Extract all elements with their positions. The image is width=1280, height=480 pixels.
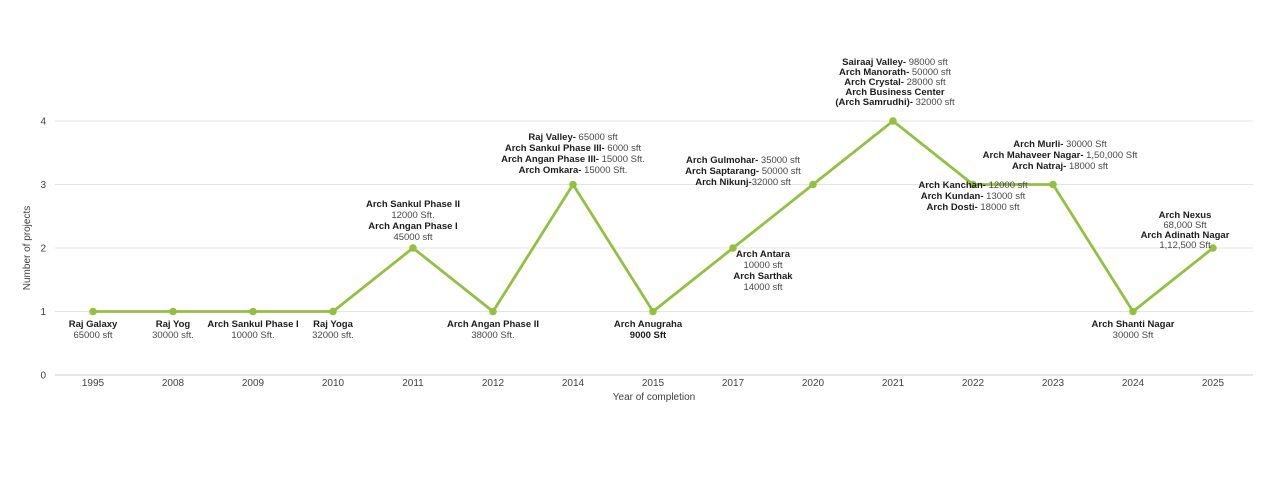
annotation-1995: Raj Galaxy 65000 sft — [69, 319, 118, 341]
data-point-2024 — [1129, 307, 1137, 316]
annotation-2009: Arch Sankul Phase I 10000 Sft. — [207, 319, 298, 341]
x-tick-label: 2021 — [882, 378, 905, 389]
annotation-2021: Sairaaj Valley- 98000 sft Arch Manorath- … — [835, 57, 955, 108]
annotation-2012: Arch Angan Phase II 38000 Sft. — [447, 319, 539, 341]
x-tick-label: 2011 — [402, 378, 424, 389]
data-point-2015 — [649, 307, 657, 316]
annotation-2024: Arch Shanti Nagar 30000 Sft — [1092, 319, 1175, 341]
data-points — [89, 117, 1217, 316]
annotation-2014: Raj Valley- 65000 sft Arch Sankul Phase I… — [501, 132, 645, 176]
x-tick-label: 2014 — [562, 378, 585, 389]
x-axis-title: Year of completion — [613, 392, 695, 403]
x-tick-label: 2017 — [722, 378, 745, 389]
data-point-2014 — [569, 180, 577, 189]
annotations: Raj Galaxy 65000 sft Raj Yog 30000 sft. Arch… — [69, 57, 1230, 341]
x-tick-label: 2022 — [962, 378, 985, 389]
annotation-2022: Arch Kanchan- 12000 sft Arch Kundan- 1300… — [918, 180, 1028, 213]
x-tick-label: 1995 — [82, 378, 105, 389]
annotation-2008: Raj Yog 30000 sft. — [152, 319, 194, 341]
data-point-2022 — [969, 180, 977, 189]
x-tick-label: 2024 — [1122, 378, 1145, 389]
y-tick-label: 4 — [40, 117, 46, 128]
data-point-2025 — [1209, 244, 1217, 252]
x-axis-ticks: 1995 2008 2009 2010 2011 2012 2014 2015 2017 2020… — [82, 378, 1225, 389]
data-point-2017 — [729, 244, 737, 252]
annotation-2025: Arch Nexus 68,000 Sft Arch Adinath Nagar 1,… — [1141, 210, 1230, 251]
annotation-2010: Raj Yoga 32000 sft. — [312, 319, 354, 341]
x-tick-label: 2025 — [1202, 378, 1225, 389]
y-axis-title: Number of projects — [22, 206, 33, 290]
y-axis-ticks: 0 1 2 3 4 — [40, 117, 46, 382]
x-tick-label: 2008 — [162, 378, 185, 389]
data-point-2012 — [489, 307, 497, 316]
data-point-2011 — [409, 244, 417, 252]
x-tick-label: 2020 — [802, 378, 825, 389]
data-point-2023 — [1049, 180, 1057, 189]
y-tick-label: 2 — [40, 244, 46, 255]
y-tick-label: 1 — [40, 307, 46, 318]
x-tick-label: 2023 — [1042, 378, 1065, 389]
data-point-2010 — [329, 307, 337, 316]
x-tick-label: 2010 — [322, 378, 345, 389]
annotation-2023: Arch Murli- 30000 Sft Arch Mahaveer Nagar… — [983, 139, 1138, 172]
x-tick-label: 2012 — [482, 378, 505, 389]
annotation-2017: Arch Antara 10000 sft Arch Sarthak 14000 sf… — [733, 249, 793, 293]
x-tick-label: 2015 — [642, 378, 665, 389]
annotation-2015: Arch Anugraha 9000 Sft — [614, 319, 683, 341]
y-tick-label: 0 — [40, 371, 46, 382]
data-point-2021 — [889, 117, 897, 125]
x-tick-label: 2009 — [242, 378, 265, 389]
y-tick-label: 3 — [40, 180, 46, 191]
annotation-2011: Arch Sankul Phase II 12000 Sft. Arch Angan… — [366, 199, 460, 243]
annotation-2020: Arch Gulmohar- 35000 sft Arch Saptarang- … — [685, 155, 801, 188]
data-point-2020 — [809, 180, 817, 189]
data-point-1995 — [89, 307, 97, 316]
data-point-2009 — [249, 307, 257, 316]
data-point-2008 — [169, 307, 177, 316]
